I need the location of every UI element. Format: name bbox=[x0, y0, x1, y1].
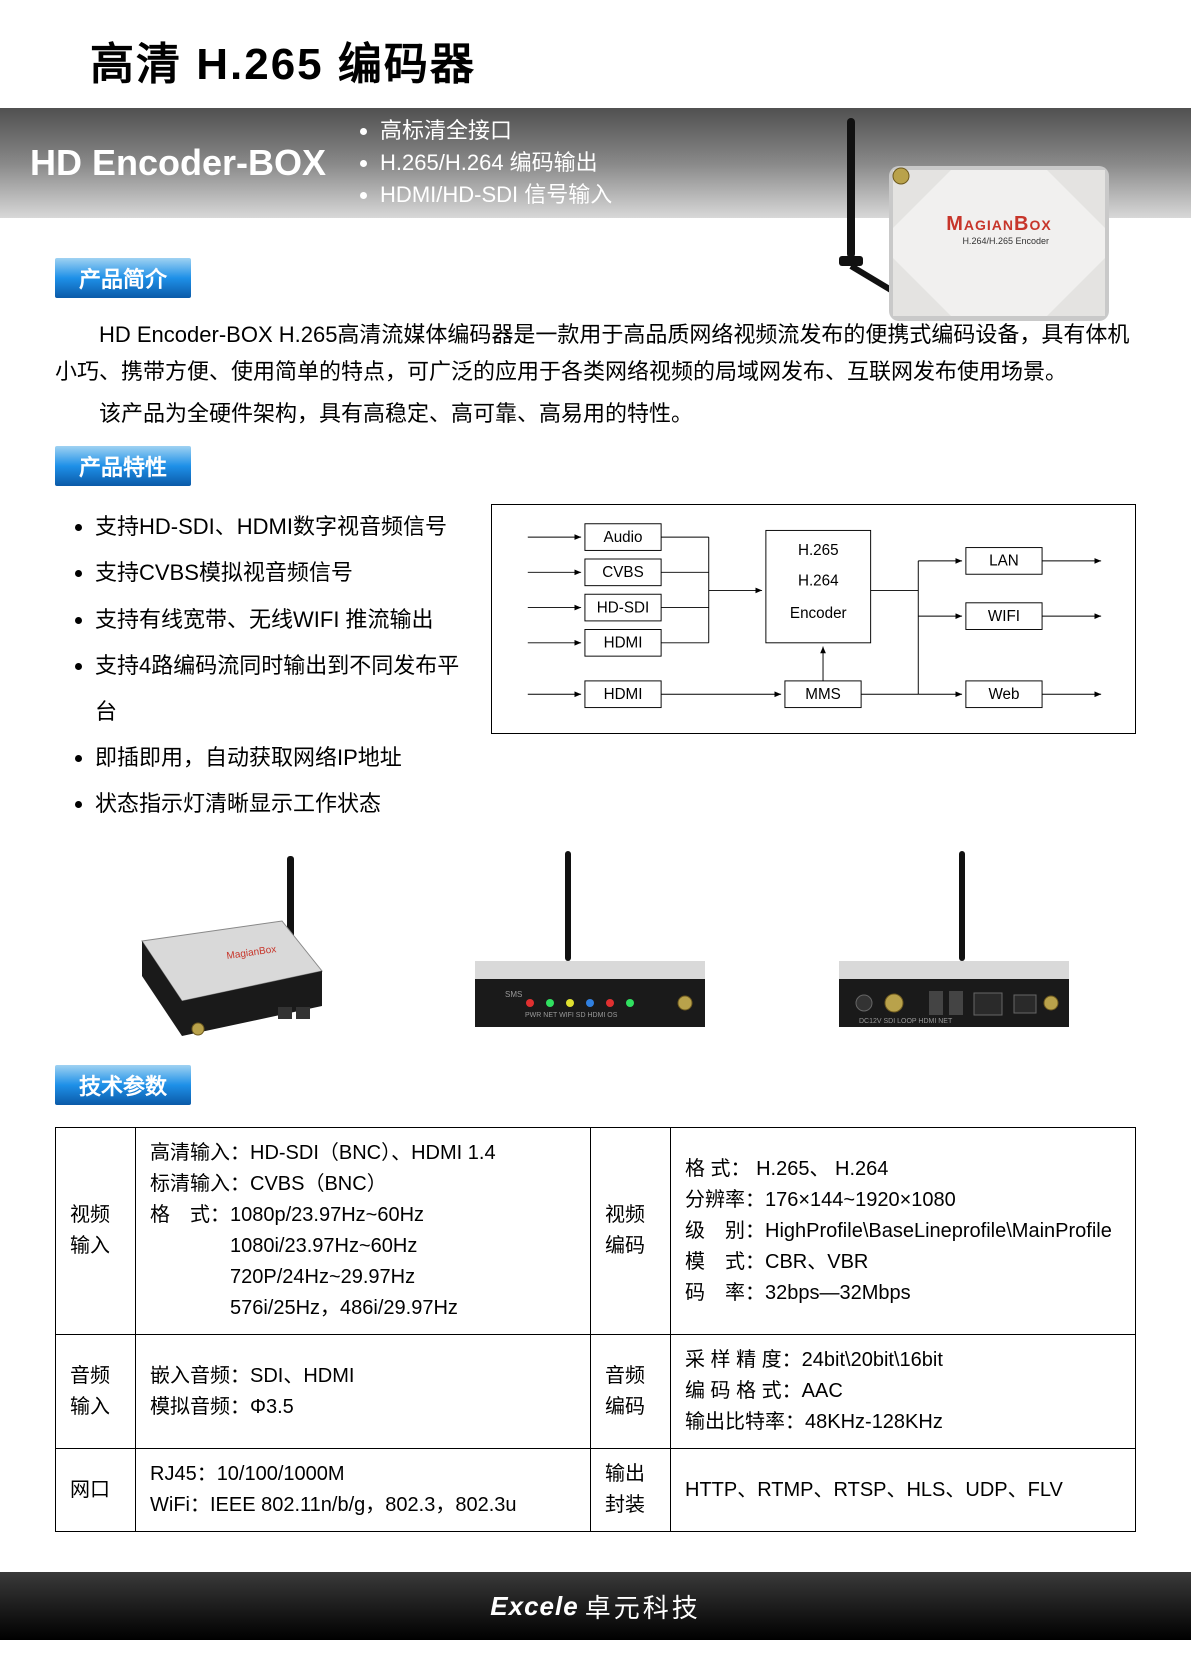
spec-body: 高清输入：HD-SDI（BNC）、HDMI 1.4 标清输入：CVBS（BNC）… bbox=[136, 1128, 591, 1335]
hero-banner: HD Encoder-BOX 高标清全接口 H.265/H.264 编码输出 H… bbox=[0, 108, 1191, 218]
features-list: 支持HD-SDI、HDMI数字视音频信号 支持CVBS模拟视音频信号 支持有线宽… bbox=[55, 504, 475, 827]
spec-body: 采 样 精 度：24bit\20bit\16bit 编 码 格 式：AAC 输出… bbox=[671, 1335, 1136, 1449]
feature-item: 状态指示灯清晰显示工作状态 bbox=[95, 781, 475, 827]
svg-text:HDMI: HDMI bbox=[604, 635, 643, 652]
spec-label: 网口 bbox=[56, 1449, 136, 1532]
product-photo-back: DC12V SDI LOOP HDMI NET bbox=[799, 851, 1109, 1051]
footer-brand: Excele bbox=[490, 1591, 578, 1622]
spec-label: 输出 封装 bbox=[591, 1449, 671, 1532]
svg-text:H.265: H.265 bbox=[798, 542, 839, 559]
spec-label: 音频 编码 bbox=[591, 1335, 671, 1449]
svg-text:HD-SDI: HD-SDI bbox=[597, 600, 649, 617]
svg-text:HDMI: HDMI bbox=[604, 686, 643, 703]
feature-item: 即插即用，自动获取网络IP地址 bbox=[95, 735, 475, 781]
features-row: 支持HD-SDI、HDMI数字视音频信号 支持CVBS模拟视音频信号 支持有线宽… bbox=[55, 504, 1136, 827]
feature-item: 支持4路编码流同时输出到不同发布平台 bbox=[95, 643, 475, 735]
product-photo-angle: MagianBox bbox=[82, 851, 382, 1051]
specs-table: 视频 输入 高清输入：HD-SDI（BNC）、HDMI 1.4 标清输入：CVB… bbox=[55, 1127, 1136, 1532]
svg-text:WIFI: WIFI bbox=[988, 608, 1020, 625]
svg-text:CVBS: CVBS bbox=[602, 564, 643, 581]
intro-para-1: HD Encoder-BOX H.265高清流媒体编码器是一款用于高品质网络视频… bbox=[55, 316, 1136, 391]
diagram-outputs: LAN WIFI Web bbox=[966, 548, 1042, 708]
hero-bullet: 高标清全接口 bbox=[380, 115, 612, 147]
spec-label: 音频 输入 bbox=[56, 1335, 136, 1449]
table-row: 音频 输入 嵌入音频：SDI、HDMI 模拟音频：Φ3.5 音频 编码 采 样 … bbox=[56, 1335, 1136, 1449]
page-title: 高清 H.265 编码器 bbox=[0, 0, 1191, 108]
section-tag-features: 产品特性 bbox=[55, 446, 191, 486]
svg-text:DC12V SDI LOOP HDMI: DC12V SDI LOOP HDMI NET bbox=[859, 1018, 953, 1025]
feature-item: 支持有线宽带、无线WIFI 推流输出 bbox=[95, 597, 475, 643]
spec-label: 视频 编码 bbox=[591, 1128, 671, 1335]
hero-product-name: HD Encoder-BOX bbox=[30, 142, 326, 184]
footer: Excele 卓元科技 bbox=[0, 1572, 1191, 1640]
svg-text:Audio: Audio bbox=[604, 529, 643, 546]
svg-text:Web: Web bbox=[988, 686, 1019, 703]
spec-label: 视频 输入 bbox=[56, 1128, 136, 1335]
section-tag-intro: 产品简介 bbox=[55, 258, 191, 298]
product-photos: MagianBox bbox=[55, 841, 1136, 1051]
spec-body: 嵌入音频：SDI、HDMI 模拟音频：Φ3.5 bbox=[136, 1335, 591, 1449]
section-tag-specs: 技术参数 bbox=[55, 1065, 191, 1105]
footer-cn: 卓元科技 bbox=[585, 1588, 701, 1625]
svg-text:Encoder: Encoder bbox=[790, 605, 847, 622]
feature-item: 支持CVBS模拟视音频信号 bbox=[95, 550, 475, 596]
svg-text:PWR NET WIFI SD HDMI OS: PWR NET WIFI SD HDMI OS bbox=[525, 1012, 618, 1019]
feature-item: 支持HD-SDI、HDMI数字视音频信号 bbox=[95, 504, 475, 550]
hero-bullets: 高标清全接口 H.265/H.264 编码输出 HDMI/HD-SDI 信号输入 bbox=[356, 115, 612, 211]
table-row: 视频 输入 高清输入：HD-SDI（BNC）、HDMI 1.4 标清输入：CVB… bbox=[56, 1128, 1136, 1335]
svg-text:H.264: H.264 bbox=[798, 573, 839, 590]
svg-text:MMS: MMS bbox=[805, 686, 841, 703]
block-diagram: Audio CVBS HD-SDI HDMI HDMI bbox=[491, 504, 1136, 734]
product-photo-front: SMS PWR NET WIFI SD HDMI OS bbox=[435, 851, 745, 1051]
hero-bullet: HDMI/HD-SDI 信号输入 bbox=[380, 179, 612, 211]
spec-body: HTTP、RTMP、RTSP、HLS、UDP、FLV bbox=[671, 1449, 1136, 1532]
spec-body: RJ45：10/100/1000M WiFi：IEEE 802.11n/b/g，… bbox=[136, 1449, 591, 1532]
svg-text:LAN: LAN bbox=[989, 553, 1019, 570]
hero-bullet: H.265/H.264 编码输出 bbox=[380, 147, 612, 179]
svg-text:SMS: SMS bbox=[505, 990, 522, 999]
diagram-inputs: Audio CVBS HD-SDI HDMI HDMI bbox=[585, 524, 661, 708]
spec-body: 格 式： H.265、 H.264 分辨率：176×144~1920×1080 … bbox=[671, 1128, 1136, 1335]
table-row: 网口 RJ45：10/100/1000M WiFi：IEEE 802.11n/b… bbox=[56, 1449, 1136, 1532]
intro-para-2: 该产品为全硬件架构，具有高稳定、高可靠、高易用的特性。 bbox=[55, 395, 1136, 432]
content-area: 产品简介 HD Encoder-BOX H.265高清流媒体编码器是一款用于高品… bbox=[0, 218, 1191, 1532]
page: 高清 H.265 编码器 HD Encoder-BOX 高标清全接口 H.265… bbox=[0, 0, 1191, 1640]
